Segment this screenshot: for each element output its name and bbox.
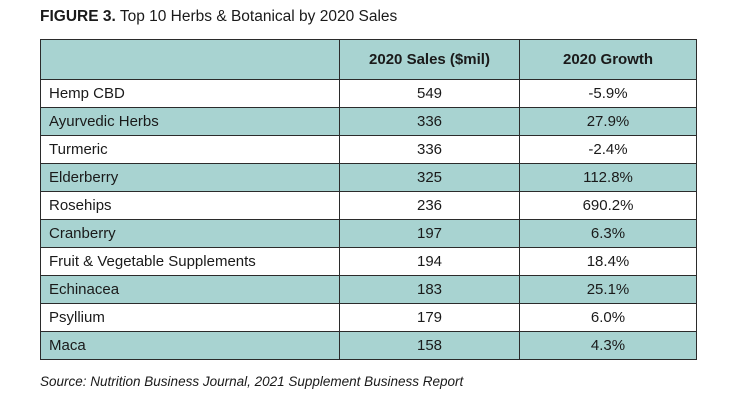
header-sales: 2020 Sales ($mil) — [339, 39, 520, 80]
row-sales: 336 — [339, 135, 520, 164]
row-growth: 690.2% — [519, 191, 697, 220]
row-name: Rosehips — [40, 191, 340, 220]
row-name: Fruit & Vegetable Supplements — [40, 247, 340, 276]
table-row: Hemp CBD 549 -5.9% — [40, 79, 697, 108]
table-row: Rosehips 236 690.2% — [40, 191, 697, 220]
row-growth: -2.4% — [519, 135, 697, 164]
row-sales: 197 — [339, 219, 520, 248]
row-growth: 18.4% — [519, 247, 697, 276]
row-name: Cranberry — [40, 219, 340, 248]
row-growth: 6.0% — [519, 303, 697, 332]
table-row: Elderberry 325 112.8% — [40, 163, 697, 192]
source-note: Source: Nutrition Business Journal, 2021… — [40, 374, 464, 389]
table-row: Cranberry 197 6.3% — [40, 219, 697, 248]
row-name: Turmeric — [40, 135, 340, 164]
sales-table: 2020 Sales ($mil) 2020 Growth Hemp CBD 54… — [40, 39, 697, 360]
table-row: Maca 158 4.3% — [40, 331, 697, 360]
table-row: Psyllium 179 6.0% — [40, 303, 697, 332]
table-body: Hemp CBD 549 -5.9% Ayurvedic Herbs 336 27.9% T… — [40, 79, 697, 360]
table-row: Ayurvedic Herbs 336 27.9% — [40, 107, 697, 136]
row-name: Elderberry — [40, 163, 340, 192]
row-growth: 4.3% — [519, 331, 697, 360]
figure-label: FIGURE 3. — [40, 8, 116, 25]
row-sales: 158 — [339, 331, 520, 360]
header-growth: 2020 Growth — [519, 39, 697, 80]
row-name: Maca — [40, 331, 340, 360]
row-growth: 27.9% — [519, 107, 697, 136]
row-sales: 179 — [339, 303, 520, 332]
row-growth: 112.8% — [519, 163, 697, 192]
figure-title-text: Top 10 Herbs & Botanical by 2020 Sales — [119, 8, 398, 25]
table-row: Turmeric 336 -2.4% — [40, 135, 697, 164]
figure-title: FIGURE 3. Top 10 Herbs & Botanical by 20… — [40, 7, 397, 27]
row-name: Ayurvedic Herbs — [40, 107, 340, 136]
row-sales: 549 — [339, 79, 520, 108]
row-name: Hemp CBD — [40, 79, 340, 108]
row-sales: 236 — [339, 191, 520, 220]
row-growth: 25.1% — [519, 275, 697, 304]
row-sales: 336 — [339, 107, 520, 136]
row-growth: -5.9% — [519, 79, 697, 108]
header-blank — [40, 39, 340, 80]
row-sales: 325 — [339, 163, 520, 192]
row-growth: 6.3% — [519, 219, 697, 248]
row-name: Echinacea — [40, 275, 340, 304]
header-row: 2020 Sales ($mil) 2020 Growth — [40, 39, 697, 80]
row-sales: 194 — [339, 247, 520, 276]
row-sales: 183 — [339, 275, 520, 304]
table-row: Echinacea 183 25.1% — [40, 275, 697, 304]
table-row: Fruit & Vegetable Supplements 194 18.4% — [40, 247, 697, 276]
row-name: Psyllium — [40, 303, 340, 332]
